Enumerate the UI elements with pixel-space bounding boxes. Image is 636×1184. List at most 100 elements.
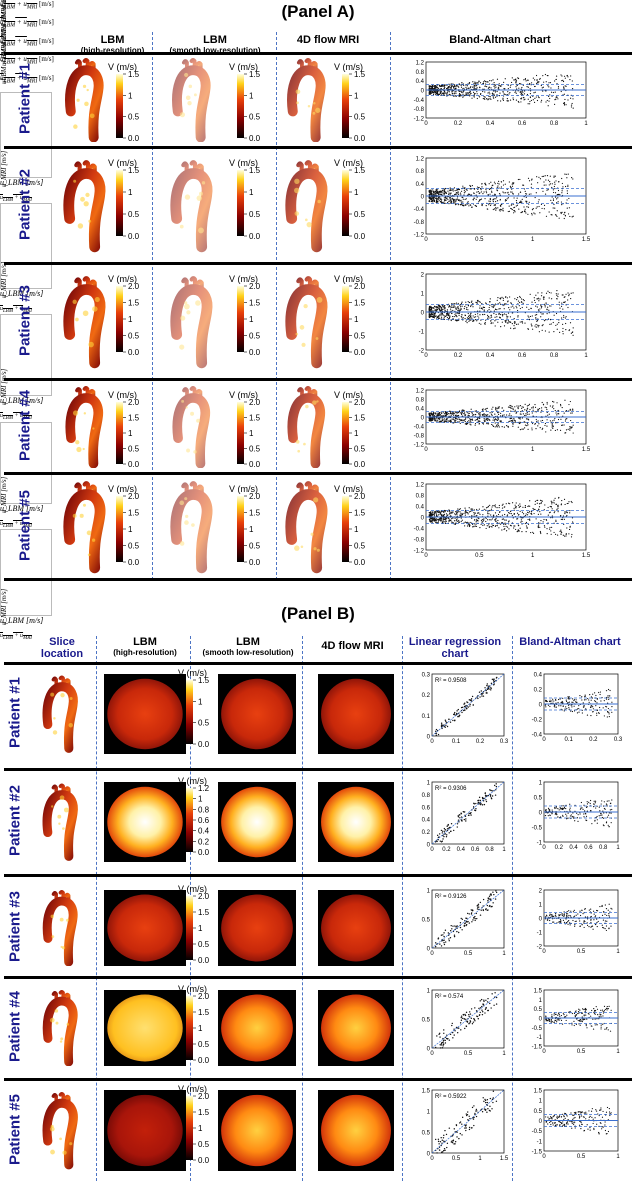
panel-b-col-ba: Bland-Altman chart bbox=[519, 636, 621, 648]
data-point bbox=[461, 415, 464, 417]
data-point bbox=[489, 412, 491, 414]
colorbar-tick: 1.5 bbox=[198, 1008, 210, 1017]
data-point bbox=[515, 82, 517, 84]
data-point bbox=[506, 317, 508, 319]
data-point bbox=[470, 312, 472, 314]
data-point bbox=[463, 87, 465, 89]
row-separator bbox=[4, 976, 632, 979]
data-point bbox=[492, 515, 494, 517]
data-point bbox=[578, 711, 580, 713]
data-point bbox=[443, 91, 445, 94]
colorbar: V (m/s)1.510.50.0 bbox=[334, 62, 366, 143]
data-point bbox=[599, 810, 601, 812]
data-point bbox=[554, 207, 556, 209]
data-point bbox=[547, 105, 549, 107]
data-point bbox=[443, 317, 445, 319]
data-point bbox=[455, 88, 457, 90]
data-point bbox=[443, 305, 445, 307]
data-point bbox=[506, 514, 509, 516]
data-point bbox=[472, 508, 474, 510]
data-point bbox=[556, 210, 558, 212]
aorta-render bbox=[63, 276, 106, 369]
data-point bbox=[466, 317, 469, 319]
data-point bbox=[531, 301, 533, 303]
data-point bbox=[543, 525, 546, 527]
data-point bbox=[605, 690, 608, 692]
data-point bbox=[516, 297, 519, 299]
data-point bbox=[521, 407, 523, 410]
data-point bbox=[459, 192, 462, 194]
data-point bbox=[456, 1032, 459, 1034]
data-point bbox=[559, 194, 561, 196]
data-point bbox=[479, 411, 481, 414]
data-point bbox=[463, 192, 466, 194]
data-point bbox=[471, 517, 473, 519]
data-point bbox=[543, 509, 545, 511]
data-point bbox=[561, 302, 563, 304]
data-point bbox=[506, 188, 508, 191]
data-point bbox=[497, 297, 499, 299]
data-point bbox=[563, 213, 565, 216]
data-point bbox=[535, 518, 537, 520]
data-point bbox=[479, 93, 482, 95]
data-point bbox=[568, 701, 570, 703]
data-point bbox=[500, 181, 502, 183]
x-tick-label: 0 bbox=[430, 739, 434, 745]
data-point bbox=[448, 415, 450, 417]
data-point bbox=[603, 1010, 606, 1012]
data-point bbox=[524, 403, 526, 405]
data-point bbox=[478, 796, 481, 799]
colorbar-tick: 0.2 bbox=[198, 837, 210, 846]
data-point bbox=[579, 914, 582, 917]
data-point bbox=[526, 407, 529, 409]
data-point bbox=[499, 298, 502, 300]
data-point bbox=[430, 514, 432, 516]
data-point bbox=[579, 1024, 581, 1026]
data-point bbox=[558, 914, 560, 916]
data-point bbox=[456, 520, 459, 522]
data-point bbox=[606, 1005, 608, 1008]
data-point bbox=[551, 424, 553, 426]
data-point bbox=[518, 101, 520, 103]
data-point bbox=[527, 428, 529, 430]
data-point bbox=[432, 413, 434, 415]
data-point bbox=[475, 525, 477, 527]
data-point bbox=[562, 805, 564, 807]
data-point bbox=[570, 106, 573, 108]
data-point bbox=[511, 183, 513, 185]
data-point bbox=[435, 197, 437, 199]
data-point bbox=[509, 404, 511, 407]
data-point bbox=[464, 525, 466, 527]
data-point bbox=[441, 202, 443, 204]
data-point bbox=[516, 88, 518, 90]
data-point bbox=[546, 425, 548, 427]
data-point bbox=[508, 414, 510, 416]
data-point bbox=[503, 525, 505, 528]
data-point bbox=[549, 913, 551, 915]
x-tick-label: 0 bbox=[424, 237, 428, 243]
data-point bbox=[545, 706, 547, 708]
data-point bbox=[471, 206, 473, 208]
data-point bbox=[529, 90, 532, 92]
data-point bbox=[572, 919, 574, 922]
data-point bbox=[457, 204, 459, 206]
data-point bbox=[483, 524, 486, 526]
data-point bbox=[608, 916, 611, 918]
data-point bbox=[488, 91, 490, 93]
data-point bbox=[443, 197, 445, 199]
data-point bbox=[469, 420, 472, 422]
panel-a-col-lbm-high: LBM (high-resolution) bbox=[80, 34, 145, 55]
data-point bbox=[463, 925, 466, 927]
data-point bbox=[432, 93, 435, 96]
data-point bbox=[467, 201, 469, 203]
data-point bbox=[554, 533, 557, 535]
colorbar-tick: 0.0 bbox=[249, 232, 261, 241]
data-point bbox=[591, 823, 593, 825]
data-point bbox=[504, 522, 506, 524]
data-point bbox=[428, 511, 430, 514]
data-point bbox=[554, 214, 557, 216]
data-point bbox=[543, 297, 545, 299]
data-point bbox=[446, 309, 449, 311]
panel-b-title: (Panel B) bbox=[281, 604, 355, 623]
data-point bbox=[557, 189, 560, 192]
